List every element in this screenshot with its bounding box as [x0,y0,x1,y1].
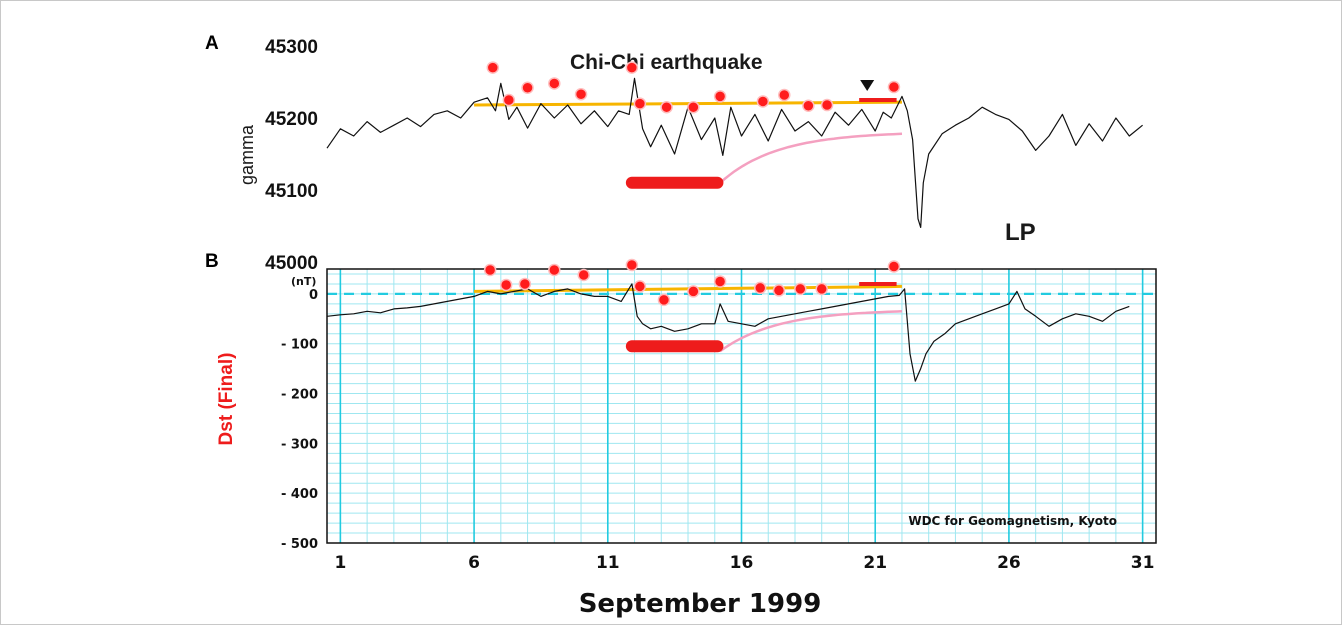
chart-b-xtick-label-6: 31 [1131,553,1155,573]
chart-a-red-dot-5 [625,61,639,74]
chart-a-recovery-curve [719,132,903,184]
chart-b-red-dot-0 [483,263,497,277]
station-label: LP [1005,219,1036,246]
chart-a-red-dot-2 [521,81,534,95]
chart-b-xtick-label-0: 1 [334,553,346,573]
chart-b-ytick-label-5: - 500 [281,537,318,552]
chart-a-red-dot-11 [778,88,791,102]
data-source: WDC for Geomagnetism, Kyoto [908,514,1117,528]
chart-b-unit: (nT) [291,275,316,288]
chart-b-red-dot-10 [753,281,767,295]
chart-a-ytick-label-3: 45000 [265,253,318,274]
chart-a-title: Chi-Chi earthquake [570,51,763,74]
chart-a-red-dot-3 [548,77,561,90]
chart-a-red-dot-1 [502,93,516,107]
chart-a-ytick-label-2: 45100 [265,181,318,202]
chart-b-ylabel: Dst (Final) [216,353,237,446]
chart-a-red-dot-10 [756,95,770,108]
chart-b-red-dot-8 [687,285,700,298]
chart-a-red-dot-7 [660,100,673,114]
chart-b-data-line [326,283,1130,382]
chart-a-red-dot-9 [713,90,727,103]
chart-a-red-dot-6 [633,97,647,110]
chart-b-frame [326,268,1157,544]
chart-a-ytick-label-1: 45200 [265,109,318,130]
chart-a-data-line [326,77,1143,228]
chart-a-plot [326,61,1143,228]
panel-a-label: A [205,33,219,54]
chart-b-red-dot-3 [548,263,561,277]
chart-b-recovery-curve [719,310,903,353]
chart-b-red-dot-1 [499,278,513,292]
chart-a-red-dot-4 [574,87,588,101]
chart-b-red-dot-12 [794,282,807,296]
chart-b-xtick-label-3: 16 [730,553,754,573]
chart-a-yticks: 45300 45200 45100 45000 [265,37,318,274]
chart-a-ylabel: gamma [237,124,257,185]
chart-b-red-dot-7 [657,293,671,307]
chart-a-red-dot-14 [887,80,901,94]
chart-a-ytick-label-0: 45300 [265,37,318,58]
chart-b-xtick-label-1: 6 [468,553,480,573]
chart-b-red-dot-6 [633,280,647,293]
earthquake-marker [860,80,875,91]
chart-b-ytick-label-2: - 200 [281,388,318,403]
chart-b-plot-frame [326,268,1157,544]
chart-b-plot [326,258,1130,382]
chart-b-red-dot-11 [772,284,786,297]
chart-b-ytick-label-0: 0 [309,288,318,303]
chart-b-xtick-label-2: 11 [596,553,620,573]
chart-b-red-dot-2 [518,277,532,291]
chart-b-red-dot-9 [713,275,727,288]
chart-b-red-dot-13 [815,282,828,296]
panel-b-label: B [205,251,219,272]
chart-b-xtick-label-4: 21 [863,553,887,573]
chart-b-red-dot-5 [625,258,639,272]
chart-b-xlabel: September 1999 [579,589,822,619]
chart-a-red-dot-13 [820,98,834,112]
chart-b-ytick-label-1: - 100 [281,338,318,353]
chart-b-red-dot-14 [887,260,901,273]
chart-a-red-dot-8 [687,100,700,114]
chart-b-xtick-label-5: 26 [997,553,1021,573]
chart-a-red-dot-12 [802,99,815,113]
chart-b-ytick-label-3: - 300 [281,437,318,452]
chart-a-red-dot-0 [486,61,500,74]
chart-b-ytick-label-4: - 400 [281,487,318,502]
chart-b-red-dot-4 [577,268,590,282]
